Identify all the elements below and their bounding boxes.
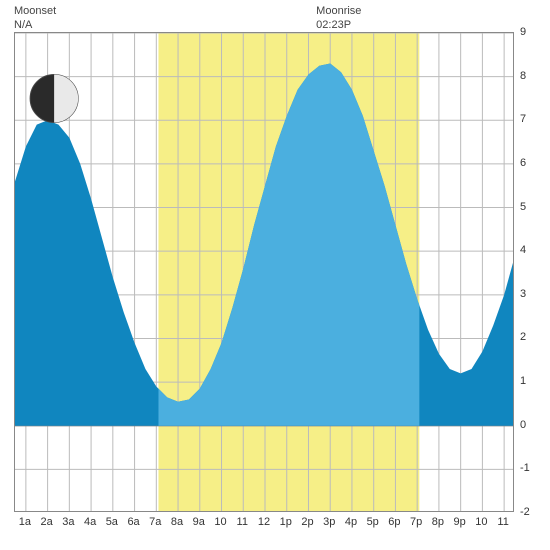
x-tick: 9a (193, 516, 205, 528)
tide-chart (14, 32, 514, 512)
x-tick: 11 (497, 516, 508, 528)
x-tick: 2a (40, 516, 52, 528)
x-tick: 7a (149, 516, 161, 528)
y-tick: 3 (520, 288, 526, 300)
x-tick: 8p (432, 516, 444, 528)
x-tick: 11 (237, 516, 248, 528)
x-tick: 9p (454, 516, 466, 528)
x-tick: 4p (345, 516, 357, 528)
x-tick: 12 (258, 516, 270, 528)
x-tick: 3p (323, 516, 335, 528)
y-tick: 5 (520, 201, 526, 213)
moonrise-label: Moonrise (316, 4, 361, 18)
moonset-label: Moonset (14, 4, 56, 18)
y-tick: 6 (520, 157, 526, 169)
y-axis: -2-10123456789 (520, 32, 546, 512)
x-tick: 5a (106, 516, 118, 528)
x-tick: 3a (62, 516, 74, 528)
header-moonset: Moonset N/A (14, 4, 56, 32)
x-tick: 10 (214, 516, 226, 528)
x-tick: 6a (127, 516, 139, 528)
x-tick: 6p (388, 516, 400, 528)
moonset-value: N/A (14, 18, 56, 32)
y-tick: 0 (520, 419, 526, 431)
y-tick: -1 (520, 462, 530, 474)
x-tick: 5p (367, 516, 379, 528)
header-moonrise: Moonrise 02:23P (316, 4, 361, 32)
x-tick: 7p (410, 516, 422, 528)
x-tick: 10 (475, 516, 487, 528)
y-tick: 4 (520, 244, 526, 256)
y-tick: 7 (520, 113, 526, 125)
plot-area (15, 33, 513, 511)
y-tick: 1 (520, 375, 526, 387)
y-tick: 2 (520, 331, 526, 343)
x-axis: 1a 2a 3a 4a 5a 6a 7a 8a 9a 10 11 12 1p 2p 3p 4p 5p 6p 7p 8p… (14, 516, 514, 536)
y-tick: 9 (520, 26, 526, 38)
x-tick: 8a (171, 516, 183, 528)
y-tick: -2 (520, 506, 530, 518)
x-tick: 4a (84, 516, 96, 528)
x-tick: 1a (19, 516, 31, 528)
x-tick: 2p (301, 516, 313, 528)
x-tick: 1p (280, 516, 292, 528)
moonrise-value: 02:23P (316, 18, 361, 32)
y-tick: 8 (520, 70, 526, 82)
